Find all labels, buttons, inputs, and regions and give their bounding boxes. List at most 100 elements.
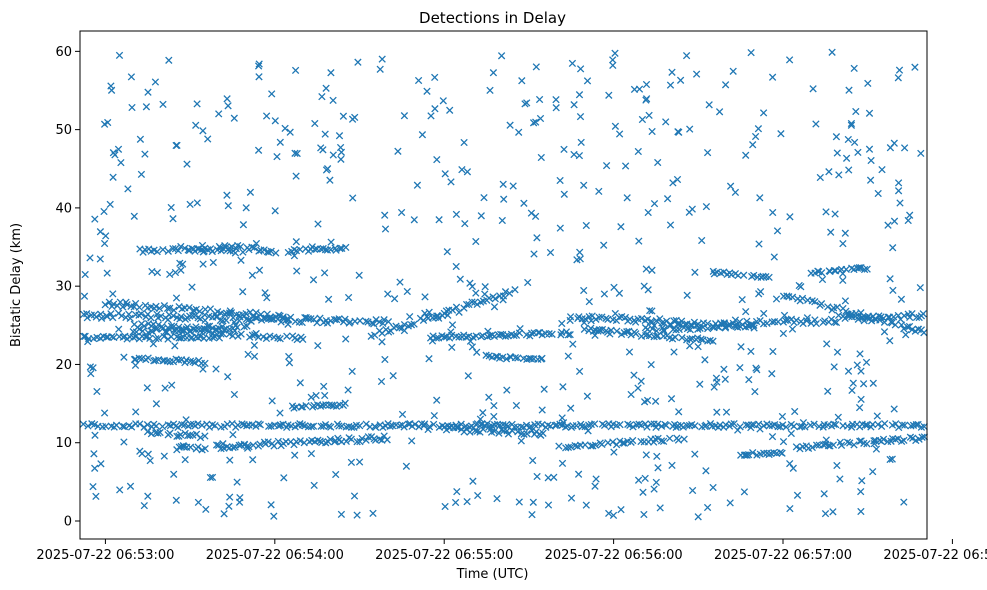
data-point bbox=[309, 422, 318, 430]
data-point bbox=[376, 65, 384, 73]
data-point bbox=[299, 335, 307, 344]
data-point bbox=[900, 325, 908, 333]
data-point bbox=[582, 221, 590, 230]
data-point bbox=[702, 467, 710, 475]
data-point bbox=[265, 422, 273, 431]
data-point bbox=[847, 119, 856, 128]
data-point bbox=[317, 422, 325, 430]
data-point bbox=[272, 249, 280, 257]
data-point bbox=[634, 384, 642, 392]
data-point bbox=[763, 319, 771, 328]
data-point bbox=[143, 384, 151, 392]
data-point bbox=[816, 173, 824, 182]
data-point bbox=[141, 333, 150, 341]
data-point bbox=[538, 406, 546, 414]
data-point bbox=[670, 317, 678, 325]
data-point bbox=[884, 221, 892, 229]
data-point bbox=[414, 76, 423, 85]
data-point bbox=[662, 118, 670, 126]
data-point bbox=[302, 402, 310, 410]
chart-title: Detections in Delay bbox=[419, 9, 566, 27]
data-point bbox=[208, 247, 216, 256]
data-point bbox=[497, 52, 506, 60]
data-point bbox=[489, 69, 498, 77]
data-point bbox=[829, 508, 837, 516]
data-point bbox=[479, 409, 487, 417]
data-point bbox=[91, 215, 99, 223]
data-point bbox=[668, 68, 676, 76]
data-point bbox=[144, 492, 152, 500]
data-point bbox=[523, 430, 531, 438]
data-point bbox=[609, 438, 617, 446]
data-point bbox=[621, 313, 630, 322]
data-point bbox=[243, 422, 251, 430]
data-point bbox=[225, 309, 234, 317]
data-point bbox=[291, 451, 299, 459]
data-point bbox=[916, 283, 924, 292]
data-point bbox=[499, 292, 508, 300]
data-point bbox=[834, 413, 842, 421]
data-point bbox=[894, 74, 902, 82]
data-point bbox=[832, 318, 841, 327]
data-point bbox=[613, 327, 621, 335]
data-point bbox=[833, 149, 841, 157]
data-point bbox=[635, 420, 643, 428]
data-point bbox=[383, 436, 391, 444]
data-point bbox=[448, 306, 457, 314]
data-point bbox=[854, 148, 862, 157]
data-point bbox=[386, 422, 394, 430]
data-point bbox=[332, 246, 340, 254]
data-point bbox=[598, 313, 606, 321]
data-point bbox=[646, 306, 654, 315]
data-point bbox=[292, 172, 300, 180]
data-point bbox=[537, 153, 545, 162]
data-point bbox=[81, 332, 89, 340]
data-point bbox=[713, 378, 721, 386]
data-point bbox=[812, 319, 820, 328]
data-point bbox=[911, 63, 919, 71]
y-tick-label: 50 bbox=[55, 123, 72, 138]
data-point bbox=[408, 437, 416, 445]
data-point bbox=[186, 357, 195, 365]
data-point bbox=[873, 412, 881, 420]
data-point bbox=[109, 300, 118, 308]
data-point bbox=[291, 66, 300, 75]
data-point bbox=[276, 335, 284, 343]
data-point bbox=[788, 325, 797, 333]
data-point bbox=[637, 421, 645, 429]
data-point bbox=[640, 510, 648, 519]
data-point bbox=[517, 423, 525, 431]
data-point bbox=[252, 308, 260, 317]
data-point bbox=[188, 283, 196, 291]
data-point bbox=[600, 241, 608, 249]
data-point bbox=[411, 420, 419, 429]
data-point bbox=[223, 191, 231, 199]
data-point bbox=[629, 423, 637, 431]
data-point bbox=[109, 313, 117, 322]
data-point bbox=[163, 304, 172, 313]
data-point bbox=[555, 442, 563, 450]
data-point bbox=[686, 335, 694, 343]
data-point bbox=[152, 325, 161, 333]
data-point bbox=[671, 333, 679, 341]
data-point bbox=[582, 501, 590, 509]
x-tick-label: 2025-07-22 06:56:00 bbox=[545, 548, 683, 563]
x-tick-label: 2025-07-22 06:54:00 bbox=[206, 548, 344, 563]
data-point bbox=[124, 185, 132, 193]
data-point bbox=[320, 382, 328, 391]
data-point bbox=[290, 252, 299, 260]
data-point bbox=[560, 190, 568, 198]
data-point bbox=[130, 212, 138, 220]
data-point bbox=[615, 289, 624, 297]
data-point bbox=[452, 210, 461, 219]
data-point bbox=[502, 355, 511, 363]
data-point bbox=[254, 146, 263, 154]
data-point bbox=[694, 342, 702, 351]
data-point bbox=[770, 253, 778, 261]
data-point bbox=[441, 502, 449, 511]
data-point bbox=[863, 265, 871, 273]
data-point bbox=[906, 211, 914, 219]
data-point bbox=[172, 141, 180, 150]
data-point bbox=[460, 428, 468, 436]
data-point bbox=[759, 109, 768, 117]
